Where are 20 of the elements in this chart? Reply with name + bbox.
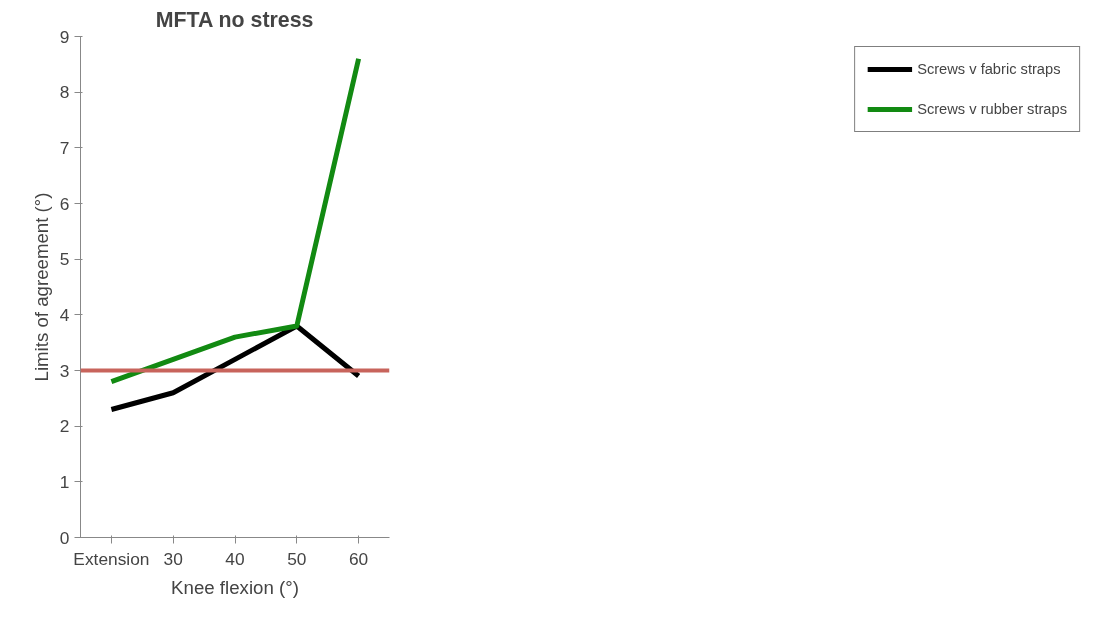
y-tick-label: 0 xyxy=(59,527,70,548)
x-tick-label: 60 xyxy=(348,548,369,569)
x-tick-label: 50 xyxy=(287,548,307,569)
y-tick-label: 6 xyxy=(59,193,70,214)
legend-label: Screws v fabric straps xyxy=(917,61,1061,77)
x-tick-label: Extension xyxy=(73,548,150,569)
x-axis-title: Knee flexion (°) xyxy=(171,576,299,598)
y-tick-label: 4 xyxy=(59,304,70,325)
y-tick-label: 1 xyxy=(59,471,70,492)
y-tick-label: 7 xyxy=(59,137,70,158)
x-tick-label: 30 xyxy=(163,548,183,569)
y-tick-label: 8 xyxy=(59,82,70,103)
chart-title: MFTA no stress xyxy=(155,7,314,32)
y-tick-label: 3 xyxy=(59,360,70,381)
y-tick-label: 2 xyxy=(59,416,70,437)
y-tick-label: 9 xyxy=(59,26,70,47)
y-tick-label: 5 xyxy=(59,249,70,270)
x-tick-label: 40 xyxy=(225,548,245,569)
legend-label: Screws v rubber straps xyxy=(917,101,1067,117)
y-axis-title: Limits of agreement (°) xyxy=(30,192,52,382)
